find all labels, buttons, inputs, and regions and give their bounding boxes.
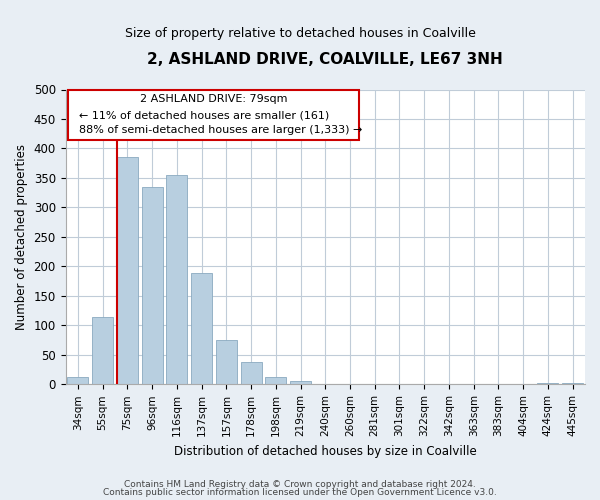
- Bar: [265, 377, 286, 384]
- Bar: [117, 158, 138, 384]
- Bar: [216, 340, 237, 384]
- Bar: [538, 383, 559, 384]
- FancyBboxPatch shape: [68, 90, 359, 140]
- Text: 2 ASHLAND DRIVE: 79sqm: 2 ASHLAND DRIVE: 79sqm: [140, 94, 287, 104]
- Bar: [241, 362, 262, 384]
- X-axis label: Distribution of detached houses by size in Coalville: Distribution of detached houses by size …: [174, 444, 476, 458]
- Text: ← 11% of detached houses are smaller (161): ← 11% of detached houses are smaller (16…: [79, 110, 329, 120]
- Text: Size of property relative to detached houses in Coalville: Size of property relative to detached ho…: [125, 28, 475, 40]
- Text: 88% of semi-detached houses are larger (1,333) →: 88% of semi-detached houses are larger (…: [79, 125, 362, 135]
- Text: Contains HM Land Registry data © Crown copyright and database right 2024.: Contains HM Land Registry data © Crown c…: [124, 480, 476, 489]
- Text: Contains public sector information licensed under the Open Government Licence v3: Contains public sector information licen…: [103, 488, 497, 497]
- Bar: [562, 383, 583, 384]
- Bar: [191, 274, 212, 384]
- Bar: [67, 377, 88, 384]
- Bar: [290, 382, 311, 384]
- Title: 2, ASHLAND DRIVE, COALVILLE, LE67 3NH: 2, ASHLAND DRIVE, COALVILLE, LE67 3NH: [148, 52, 503, 68]
- Y-axis label: Number of detached properties: Number of detached properties: [15, 144, 28, 330]
- Bar: [92, 316, 113, 384]
- Bar: [142, 187, 163, 384]
- Bar: [166, 175, 187, 384]
